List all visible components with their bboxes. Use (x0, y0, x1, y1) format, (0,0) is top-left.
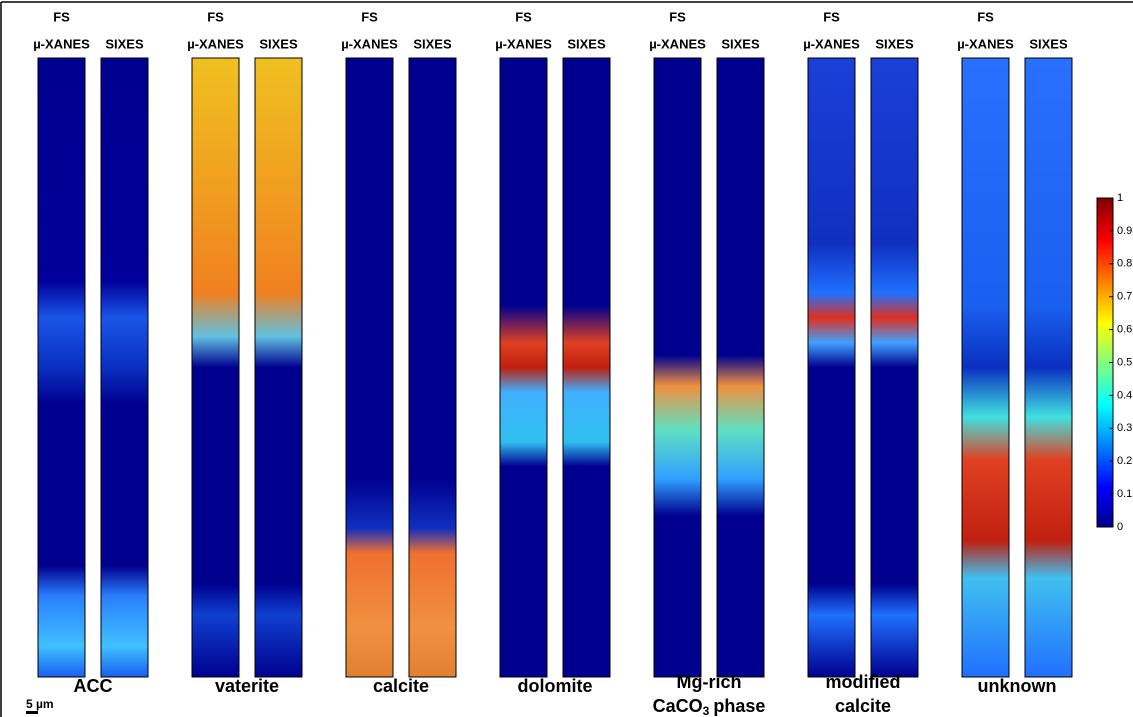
label-part: CaCO (653, 696, 703, 716)
panel-label: CaCO3 phase (653, 696, 766, 717)
panel-label: unknown (978, 676, 1057, 696)
heatmap-strip (653, 57, 702, 678)
panel-label: vaterite (215, 676, 279, 696)
column-label: SIXES (567, 36, 606, 51)
heatmap-strip (37, 57, 86, 678)
panel-label: calcite (373, 676, 429, 696)
heatmap-strip (499, 57, 548, 678)
panel: FS µ-XANES SIXES modified calcite (803, 9, 919, 716)
column-label: µ-XANES (33, 36, 90, 51)
panel-header: FS (669, 9, 686, 24)
column-label: µ-XANES (341, 36, 398, 51)
scale-bar (26, 711, 38, 714)
panel-label: calcite (835, 696, 891, 716)
colorbar-tick-label: 0.2 (1117, 455, 1132, 467)
column-label: µ-XANES (495, 36, 552, 51)
heatmap-strip (562, 57, 611, 678)
panel-label: ACC (74, 676, 113, 696)
label-subscript: 3 (703, 704, 710, 717)
panel-header: FS (823, 9, 840, 24)
column-label: SIXES (1029, 36, 1068, 51)
heatmap-strip (254, 57, 303, 678)
panel-header: FS (977, 9, 994, 24)
heatmap-strip (961, 57, 1010, 678)
column-label: SIXES (875, 36, 914, 51)
heatmap-strip (1024, 57, 1073, 678)
label-part: phase (713, 696, 765, 716)
panel: FS µ-XANES SIXES ACC (33, 9, 149, 696)
column-label: µ-XANES (803, 36, 860, 51)
colorbar-tick-label: 0.6 (1117, 324, 1132, 336)
panel: FS µ-XANES SIXES Mg-rich CaCO3 phase (649, 9, 765, 717)
heatmap-strip (100, 57, 149, 678)
column-label: µ-XANES (649, 36, 706, 51)
panel-label: Mg-rich (677, 672, 742, 692)
panel-label: modified (826, 672, 901, 692)
panel-header: FS (515, 9, 532, 24)
heatmap-strip (716, 57, 765, 678)
colorbar-tick-label: 0.5 (1117, 356, 1132, 368)
panel-label: dolomite (518, 676, 593, 696)
colorbar-tick-label: 1 (1117, 192, 1123, 204)
column-label: SIXES (259, 36, 298, 51)
colorbar-tick-label: 0.7 (1117, 291, 1132, 303)
column-label: µ-XANES (187, 36, 244, 51)
heatmap-strip (870, 57, 919, 678)
colorbar-tick-label: 0.8 (1117, 258, 1132, 270)
scale-bar-label: 5 µm (26, 697, 54, 711)
panel: FS µ-XANES SIXES vaterite (187, 9, 303, 696)
column-label: SIXES (105, 36, 144, 51)
colorbar-tick-label: 0.1 (1117, 488, 1132, 500)
panel: FS µ-XANES SIXES calcite (341, 9, 457, 696)
panel-header: FS (361, 9, 378, 24)
colorbar-tick-label: 0 (1117, 521, 1123, 533)
colorbar-tick-label: 0.9 (1117, 225, 1132, 237)
panel-header: FS (53, 9, 70, 24)
heatmap-strip (408, 57, 457, 678)
column-label: SIXES (413, 36, 452, 51)
panel-header: FS (207, 9, 224, 24)
heatmap-strip (191, 57, 240, 678)
column-label: µ-XANES (957, 36, 1014, 51)
column-label: SIXES (721, 36, 760, 51)
colorbar-tick-label: 0.3 (1117, 422, 1132, 434)
panel: FS µ-XANES SIXES unknown (957, 9, 1073, 696)
heatmap-strip (345, 57, 394, 678)
heatmap-strip (807, 57, 856, 678)
colorbar-tick-label: 0.4 (1117, 389, 1132, 401)
panel: FS µ-XANES SIXES dolomite (495, 9, 611, 696)
